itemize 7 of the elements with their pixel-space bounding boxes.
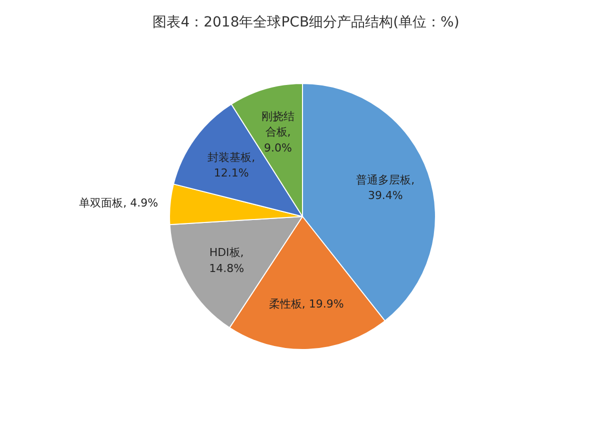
slice-label: 单双面板, 4.9%: [79, 196, 158, 210]
chart-title: 图表4：2018年全球PCB细分产品结构(单位：%): [152, 14, 460, 30]
slice-label: 封装基板, 12.1%: [208, 150, 256, 180]
slice-label: 刚挠结合板, 9.0%: [262, 110, 295, 154]
slice-label: 柔性板, 19.9%: [268, 298, 344, 311]
slice-label: 普通多层板, 39.4%: [356, 173, 415, 202]
slice-label: HDI板, 14.8%: [209, 246, 244, 275]
